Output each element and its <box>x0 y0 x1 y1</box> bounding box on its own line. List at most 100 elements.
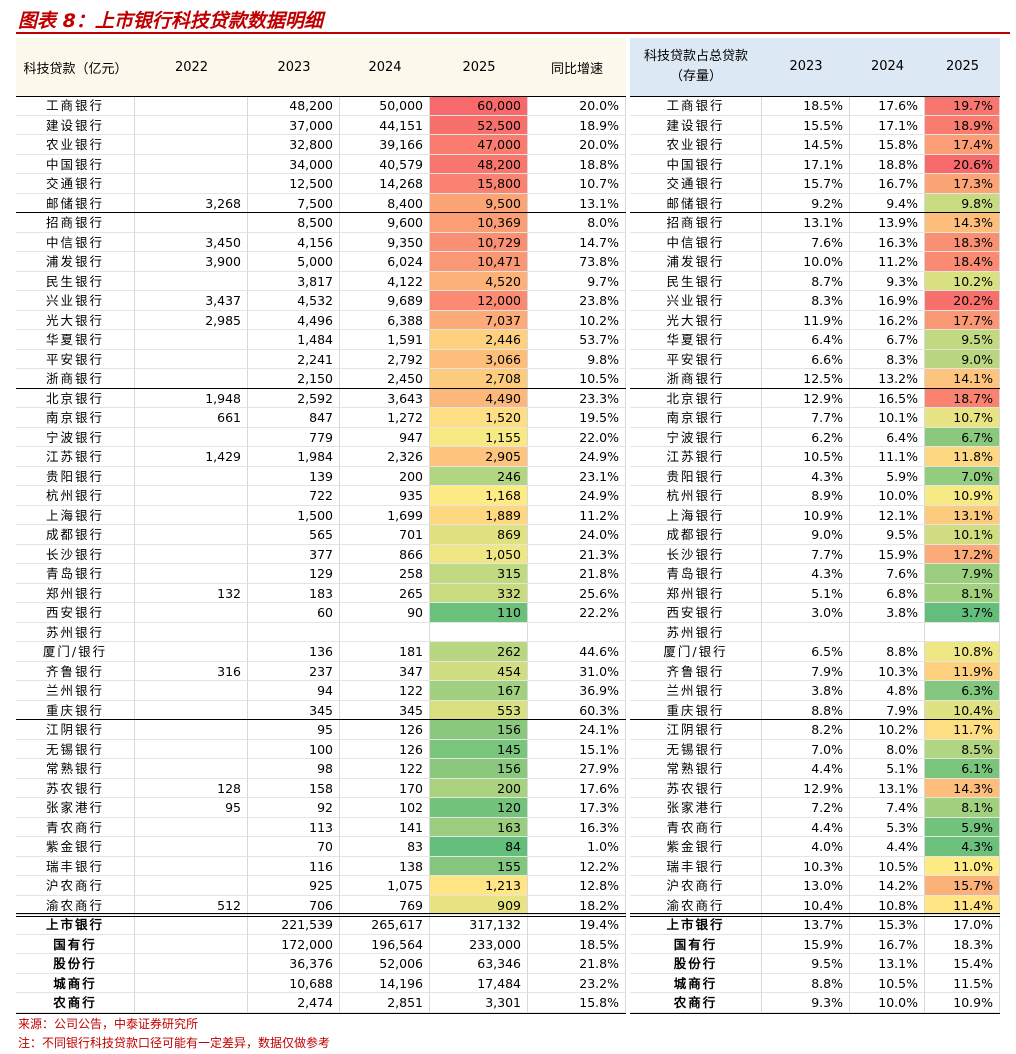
cell: 10.1% <box>925 525 1000 545</box>
rule <box>630 913 1000 914</box>
cell: 6.2% <box>762 427 850 447</box>
cell: 1,948 <box>135 388 248 408</box>
cell: 21.8% <box>528 954 626 974</box>
bank-name: 杭州银行 <box>630 486 762 506</box>
cell: 40,579 <box>340 154 430 174</box>
cell: 129 <box>248 564 340 584</box>
cell: 10.9% <box>925 993 1000 1013</box>
cell: 16.2% <box>850 310 925 330</box>
bank-name: 齐鲁银行 <box>16 661 135 681</box>
bank-name: 杭州银行 <box>16 486 135 506</box>
bank-name: 长沙银行 <box>630 544 762 564</box>
column-header: 2025 <box>462 59 496 75</box>
cell: 15.1% <box>528 739 626 759</box>
cell: 8.8% <box>850 642 925 662</box>
cell <box>135 700 248 720</box>
cell: 16.9% <box>850 291 925 311</box>
rule <box>630 387 1000 389</box>
cell: 7,500 <box>248 193 340 213</box>
cell <box>135 427 248 447</box>
rule <box>16 387 626 389</box>
cell: 9.2% <box>762 193 850 213</box>
cell: 4.4% <box>762 759 850 779</box>
cell: 17.3% <box>925 174 1000 194</box>
cell: 32,800 <box>248 135 340 155</box>
cell <box>135 486 248 506</box>
cell: 13.1% <box>850 954 925 974</box>
cell: 701 <box>340 525 430 545</box>
cell: 2,792 <box>340 349 430 369</box>
cell <box>135 271 248 291</box>
cell: 23.8% <box>528 291 626 311</box>
cell: 3,643 <box>340 388 430 408</box>
cell: 3,066 <box>430 349 528 369</box>
cell: 11.9% <box>925 661 1000 681</box>
cell <box>135 817 248 837</box>
column-header: 2025 <box>945 59 980 74</box>
cell: 17.4% <box>925 135 1000 155</box>
cell: 158 <box>248 778 340 798</box>
bank-name: 兴业银行 <box>16 291 135 311</box>
cell: 1,075 <box>340 876 430 896</box>
bank-name: 平安银行 <box>16 349 135 369</box>
cell: 6.7% <box>850 330 925 350</box>
cell: 24.9% <box>528 447 626 467</box>
cell: 16.7% <box>850 934 925 954</box>
cell: 909 <box>430 895 528 915</box>
cell: 9,689 <box>340 291 430 311</box>
cell: 722 <box>248 486 340 506</box>
cell: 947 <box>340 427 430 447</box>
title: 图表 8：上市银行科技贷款数据明细 <box>18 10 323 32</box>
cell: 1,429 <box>135 447 248 467</box>
cell: 23.1% <box>528 466 626 486</box>
cell: 9.5% <box>762 954 850 974</box>
cell: 15.9% <box>762 934 850 954</box>
cell <box>135 330 248 350</box>
cell: 1,984 <box>248 447 340 467</box>
bank-name: 沪农商行 <box>16 876 135 896</box>
bank-name: 工商银行 <box>630 96 762 116</box>
cell: 7.7% <box>762 544 850 564</box>
cell: 769 <box>340 895 430 915</box>
bank-name: 厦门/银行 <box>16 642 135 662</box>
cell: 6,024 <box>340 252 430 272</box>
cell <box>850 622 925 642</box>
cell: 3,450 <box>135 232 248 252</box>
cell: 6.5% <box>762 642 850 662</box>
cell: 136 <box>248 642 340 662</box>
cell: 9.5% <box>925 330 1000 350</box>
cell: 4,490 <box>430 388 528 408</box>
cell: 1,272 <box>340 408 430 428</box>
cell: 3,301 <box>430 993 528 1013</box>
cell: 116 <box>248 856 340 876</box>
cell: 52,006 <box>340 954 430 974</box>
cell: 53.7% <box>528 330 626 350</box>
cell: 8.8% <box>762 973 850 993</box>
bank-name: 厦门/银行 <box>630 642 762 662</box>
bank-name: 中国银行 <box>16 154 135 174</box>
cell: 16.3% <box>850 232 925 252</box>
cell <box>135 993 248 1013</box>
cell: 2,150 <box>248 369 340 389</box>
rule <box>16 96 626 97</box>
cell: 3,268 <box>135 193 248 213</box>
cell: 6.4% <box>762 330 850 350</box>
bank-name: 兰州银行 <box>630 681 762 701</box>
cell: 12.2% <box>528 856 626 876</box>
cell: 10.7% <box>528 174 626 194</box>
cell: 14.1% <box>925 369 1000 389</box>
cell: 60 <box>248 603 340 623</box>
cell: 7.7% <box>762 408 850 428</box>
cell: 6.4% <box>850 427 925 447</box>
cell: 18.3% <box>925 934 1000 954</box>
cell: 27.9% <box>528 759 626 779</box>
bank-name: 无锡银行 <box>630 739 762 759</box>
bank-name: 紫金银行 <box>630 837 762 857</box>
bank-name: 农业银行 <box>16 135 135 155</box>
cell: 14.5% <box>762 135 850 155</box>
cell: 15.7% <box>762 174 850 194</box>
bank-name: 工商银行 <box>16 96 135 116</box>
bank-name: 光大银行 <box>16 310 135 330</box>
cell: 15.3% <box>850 915 925 935</box>
cell: 3.0% <box>762 603 850 623</box>
